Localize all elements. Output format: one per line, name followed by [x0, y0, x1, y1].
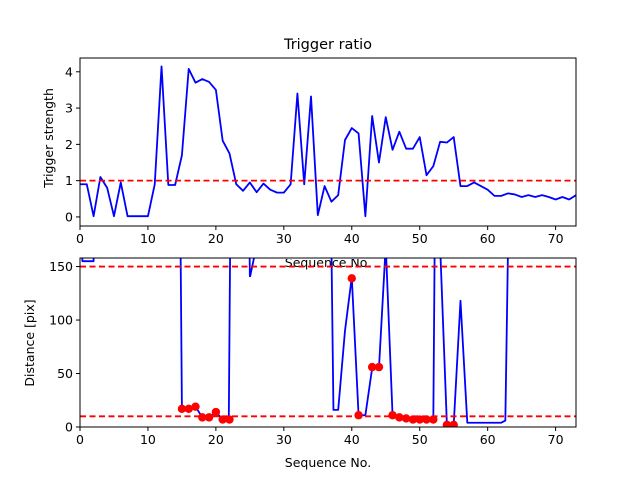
data-point-marker [395, 413, 404, 422]
data-point-marker [415, 415, 424, 424]
axes-frame [79, 57, 577, 227]
x-tick-label: 30 [276, 231, 292, 246]
x-tick-label: 60 [480, 432, 496, 447]
y-tick-label: 0 [65, 209, 73, 224]
data-point-marker [198, 413, 207, 422]
x-tick-label: 10 [140, 432, 156, 447]
top-panel: Trigger ratio Trigger strength Sequence … [41, 37, 577, 270]
top-plot-area: 0 10 20 30 40 50 60 70 0 1 2 3 4 [65, 57, 577, 246]
y-tick-label: 150 [49, 259, 73, 274]
plot-clip-group [80, 258, 576, 427]
data-point-marker [184, 404, 193, 414]
y-tick-label: 1 [65, 173, 73, 188]
data-point-marker [374, 362, 384, 372]
y-tick-label: 2 [65, 137, 73, 152]
data-point-marker [422, 415, 431, 424]
x-tick-label: 20 [208, 231, 224, 246]
data-point-marker [354, 411, 363, 420]
data-point-marker [449, 420, 458, 427]
y-tick-label: 50 [57, 366, 73, 381]
top-y-axis-label: Trigger strength [41, 88, 56, 189]
x-tick-label: 20 [208, 432, 224, 447]
data-point-marker [218, 415, 227, 424]
data-point-marker [408, 415, 418, 424]
x-tick-label: 60 [480, 231, 496, 246]
data-point-marker [347, 274, 356, 283]
x-tick-label: 40 [344, 432, 360, 447]
y-tick-label: 100 [49, 313, 73, 328]
y-tick-label: 4 [65, 64, 73, 79]
x-tick-label: 50 [412, 432, 428, 447]
data-point-marker [429, 415, 438, 424]
y-tick-label: 3 [65, 101, 73, 116]
data-point-marker [191, 402, 200, 411]
series-line [80, 65, 576, 218]
bottom-panel: Distance [pix] Sequence No. 0 10 20 30 40 50 6… [22, 256, 577, 470]
x-tick-label: 10 [140, 231, 156, 246]
x-tick-label: 50 [412, 231, 428, 246]
x-tick-label: 70 [548, 231, 564, 246]
y-tick-label: 0 [65, 420, 73, 435]
top-chart-title: Trigger ratio [283, 37, 372, 53]
data-point-marker [388, 411, 397, 420]
x-tick-label: 70 [548, 432, 564, 447]
bottom-plot-area: 0 10 20 30 40 50 60 70 0 50 100 150 [49, 257, 577, 447]
data-point-marker [367, 362, 377, 372]
x-tick-label: 0 [76, 231, 84, 246]
data-point-marker [225, 415, 234, 424]
x-tick-label: 30 [276, 432, 292, 447]
data-point-marker [177, 404, 187, 414]
plot-clip-group [80, 65, 576, 218]
bottom-x-axis-label: Sequence No. [285, 455, 371, 470]
data-point-marker [442, 420, 452, 427]
x-tick-label: 0 [76, 432, 84, 447]
bottom-y-axis-label: Distance [pix] [22, 299, 37, 386]
x-tick-label: 40 [344, 231, 360, 246]
axes-frame [79, 257, 577, 428]
data-point-marker [211, 407, 221, 417]
data-point-marker [204, 413, 214, 422]
